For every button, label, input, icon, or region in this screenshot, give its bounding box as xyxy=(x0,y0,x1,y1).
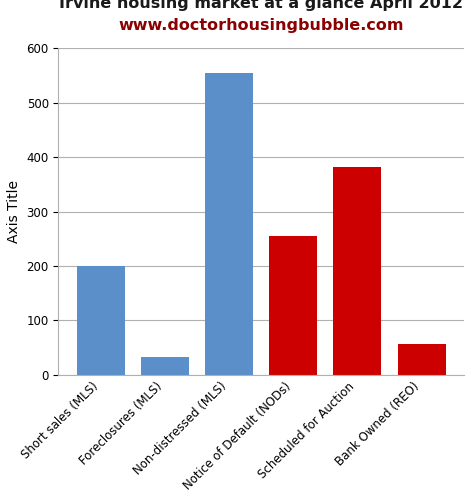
Bar xyxy=(269,236,317,375)
Bar xyxy=(77,266,125,375)
Title: Irvine housing market at a glance April 2012
www.doctorhousingbubble.com: Irvine housing market at a glance April … xyxy=(0,498,1,499)
Text: Irvine housing market at a glance April 2012: Irvine housing market at a glance April … xyxy=(59,0,463,11)
Bar xyxy=(333,167,382,375)
Y-axis label: Axis Title: Axis Title xyxy=(7,180,21,243)
Bar xyxy=(398,344,446,375)
Text: www.doctorhousingbubble.com: www.doctorhousingbubble.com xyxy=(119,18,404,33)
Bar xyxy=(141,357,189,375)
Bar xyxy=(205,73,253,375)
